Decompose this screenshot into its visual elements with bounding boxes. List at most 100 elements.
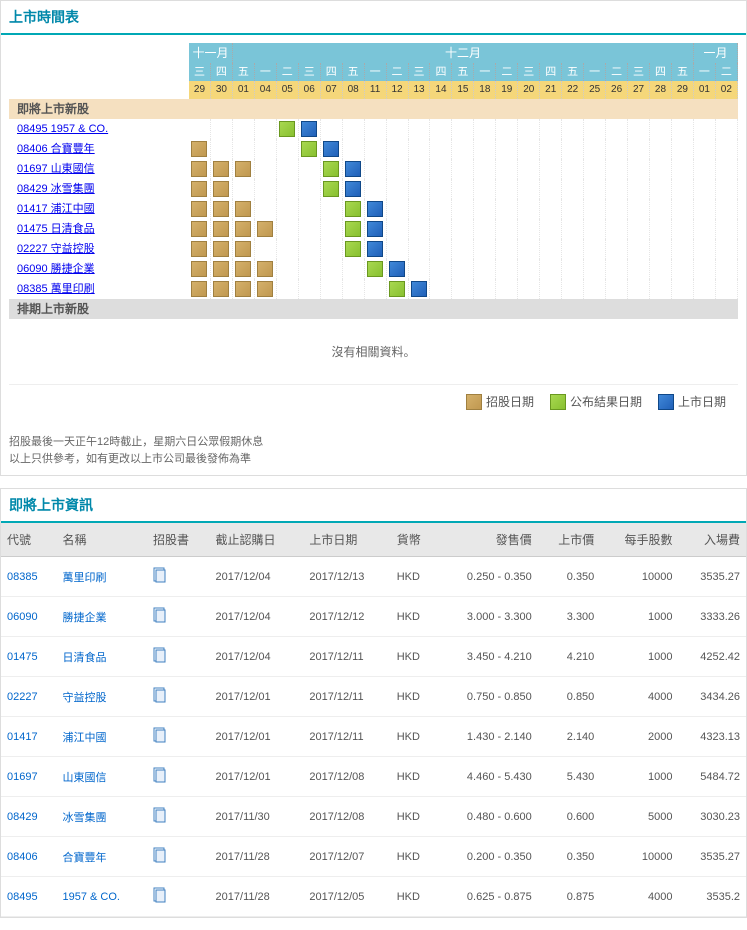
currency: HKD — [391, 677, 438, 717]
stock-name-link[interactable]: 萬里印刷 — [62, 572, 106, 584]
prospectus-icon[interactable] — [153, 694, 167, 706]
prospectus-icon[interactable] — [153, 574, 167, 586]
lot-size: 4000 — [600, 877, 678, 917]
stock-link[interactable]: 02227 守益控股 — [17, 243, 95, 255]
date-cell: 06 — [299, 81, 321, 99]
upcoming-section: 即將上市資訊 代號名稱招股書截止認購日上市日期貨幣發售價上市價每手股數入場費08… — [0, 488, 747, 918]
stock-link[interactable]: 08385 萬里印刷 — [17, 283, 95, 295]
table-row: 08429冰雪集團2017/11/302017/12/08HKD0.480 - … — [1, 797, 746, 837]
stock-code-link[interactable]: 08385 — [7, 571, 38, 583]
green-marker — [279, 121, 295, 137]
table-row: 06090勝捷企業2017/12/042017/12/12HKD3.000 - … — [1, 597, 746, 637]
prospectus-icon[interactable] — [153, 654, 167, 666]
stock-name-link[interactable]: 冰雪集團 — [62, 812, 106, 824]
table-header: 貨幣 — [391, 523, 438, 557]
date-cell: 25 — [584, 81, 606, 99]
stock-code-link[interactable]: 01475 — [7, 651, 38, 663]
stock-code-link[interactable]: 08429 — [7, 811, 38, 823]
weekday-cell: 三 — [299, 63, 321, 81]
stock-name-link[interactable]: 勝捷企業 — [62, 612, 106, 624]
price-range: 1.430 - 2.140 — [438, 717, 538, 757]
prospectus-icon[interactable] — [153, 614, 167, 626]
stock-name-link[interactable]: 1957 & CO. — [62, 891, 119, 903]
blue-marker — [411, 281, 427, 297]
blue-marker — [345, 161, 361, 177]
weekday-cell: 三 — [628, 63, 650, 81]
gold-marker — [257, 221, 273, 237]
green-marker — [323, 161, 339, 177]
date-cell: 18 — [474, 81, 496, 99]
sub-end-date: 2017/12/04 — [210, 637, 304, 677]
stock-link[interactable]: 06090 勝捷企業 — [17, 263, 95, 275]
stock-link[interactable]: 08406 合寶豐年 — [17, 143, 95, 155]
prospectus-icon[interactable] — [153, 734, 167, 746]
gold-marker — [191, 141, 207, 157]
stock-link[interactable]: 01697 山東國信 — [17, 163, 95, 175]
gold-marker — [191, 281, 207, 297]
currency: HKD — [391, 637, 438, 677]
stock-code-link[interactable]: 08495 — [7, 891, 38, 903]
weekday-cell: 四 — [430, 63, 452, 81]
date-cell: 19 — [496, 81, 518, 99]
stock-timeline-row — [189, 199, 738, 219]
table-header: 上市日期 — [303, 523, 390, 557]
stock-name-link[interactable]: 山東國信 — [62, 772, 106, 784]
entry-fee: 3535.2 — [678, 877, 746, 917]
weekday-cell: 四 — [540, 63, 562, 81]
price-range: 0.200 - 0.350 — [438, 837, 538, 877]
table-row: 02227守益控股2017/12/012017/12/11HKD0.750 - … — [1, 677, 746, 717]
listing-price: 5.430 — [538, 757, 601, 797]
prospectus-icon[interactable] — [153, 894, 167, 906]
entry-fee: 4323.13 — [678, 717, 746, 757]
weekday-cell: 二 — [277, 63, 299, 81]
table-row: 08385萬里印刷2017/12/042017/12/13HKD0.250 - … — [1, 557, 746, 597]
stock-link[interactable]: 08429 冰雪集團 — [17, 183, 95, 195]
month-header: 一月 — [694, 43, 738, 63]
date-cell: 26 — [606, 81, 628, 99]
blue-marker — [367, 221, 383, 237]
listing-price: 0.850 — [538, 677, 601, 717]
date-cell: 15 — [452, 81, 474, 99]
stock-timeline-row — [189, 279, 738, 299]
stock-timeline-row — [189, 239, 738, 259]
table-header: 發售價 — [438, 523, 538, 557]
date-cell: 14 — [430, 81, 452, 99]
gold-marker — [213, 201, 229, 217]
stock-code-link[interactable]: 01417 — [7, 731, 38, 743]
date-cell: 27 — [628, 81, 650, 99]
listing-price: 0.350 — [538, 557, 601, 597]
timeline-grid: 即將上市新股08495 1957 & CO.08406 合寶豐年01697 山東… — [9, 43, 738, 384]
table-header: 每手股數 — [600, 523, 678, 557]
weekday-cell: 一 — [584, 63, 606, 81]
green-marker — [345, 221, 361, 237]
stock-name-link[interactable]: 日清食品 — [62, 652, 106, 664]
listing-date: 2017/12/08 — [303, 797, 390, 837]
price-range: 4.460 - 5.430 — [438, 757, 538, 797]
date-cell: 01 — [694, 81, 716, 99]
listing-date: 2017/12/11 — [303, 677, 390, 717]
stock-code-link[interactable]: 02227 — [7, 691, 38, 703]
green-marker — [389, 281, 405, 297]
sub-end-date: 2017/12/01 — [210, 757, 304, 797]
stock-code-link[interactable]: 06090 — [7, 611, 38, 623]
stock-link[interactable]: 08495 1957 & CO. — [17, 123, 108, 135]
stock-code-link[interactable]: 01697 — [7, 771, 38, 783]
currency: HKD — [391, 597, 438, 637]
stock-name-link[interactable]: 浦江中國 — [62, 732, 106, 744]
stock-link[interactable]: 01417 浦江中國 — [17, 203, 95, 215]
stock-name-link[interactable]: 守益控股 — [62, 692, 106, 704]
legend-result: 公布結果日期 — [550, 393, 642, 410]
lot-size: 2000 — [600, 717, 678, 757]
stock-code-link[interactable]: 08406 — [7, 851, 38, 863]
stock-link[interactable]: 01475 日清食品 — [17, 223, 95, 235]
gold-marker — [213, 181, 229, 197]
gold-marker — [213, 261, 229, 277]
stock-name-link[interactable]: 合寶豐年 — [62, 852, 106, 864]
gold-marker — [235, 281, 251, 297]
timeline-title: 上市時間表 — [1, 1, 746, 35]
prospectus-icon[interactable] — [153, 854, 167, 866]
prospectus-icon[interactable] — [153, 814, 167, 826]
prospectus-icon[interactable] — [153, 774, 167, 786]
weekday-cell: 五 — [562, 63, 584, 81]
gold-marker — [213, 221, 229, 237]
